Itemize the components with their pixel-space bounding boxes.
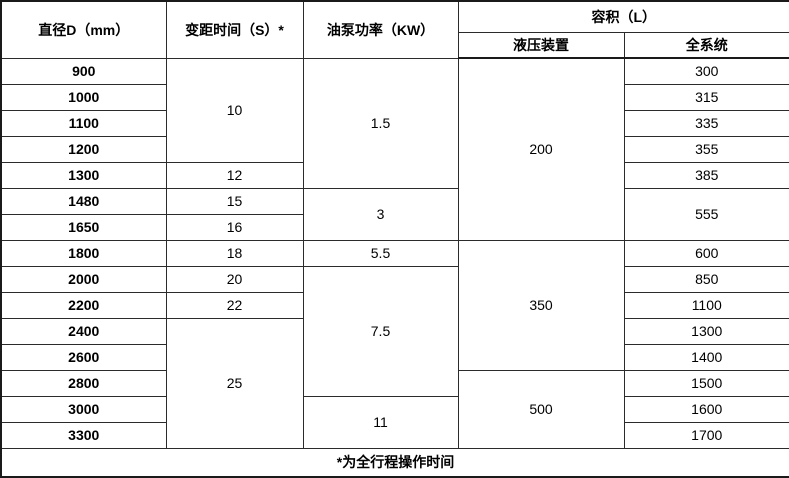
header-full-system: 全系统 (623, 31, 789, 59)
table-row: 3000 11 1600 (0, 395, 789, 449)
table-row: 1200 355 (0, 135, 789, 163)
cell-diameter: 3000 (0, 395, 167, 423)
cell-system-volume: 1300 (623, 317, 789, 345)
table-row: 2600 1400 (0, 343, 789, 371)
cell-system-volume: 555 (623, 187, 789, 241)
cell-pitch-time: 20 (165, 265, 304, 293)
cell-system-volume: 335 (623, 109, 789, 137)
cell-diameter: 2400 (0, 317, 167, 345)
table-row: 1480 15 3 555 (0, 187, 789, 241)
cell-diameter: 1100 (0, 109, 167, 137)
table-row: 2800 500 1500 (0, 369, 789, 449)
cell-diameter: 2800 (0, 369, 167, 397)
cell-pitch-time: 12 (165, 161, 304, 189)
cell-hydraulic-volume: 350 (457, 239, 625, 371)
cell-diameter: 2200 (0, 291, 167, 319)
table-row: 3300 1700 (0, 421, 789, 449)
cell-pump-power: 11 (302, 395, 459, 449)
cell-diameter: 1480 (0, 187, 167, 215)
footnote-text: *为全行程操作时间 (0, 447, 789, 478)
cell-system-volume: 850 (623, 265, 789, 293)
cell-diameter: 2600 (0, 343, 167, 371)
cell-diameter: 1200 (0, 135, 167, 163)
header-pump-power: 油泵功率（KW） (302, 0, 459, 59)
cell-pitch-time: 25 (165, 317, 304, 449)
table-row: 1650 16 (0, 213, 789, 241)
table-row: 2200 22 1100 (0, 291, 789, 319)
table-row: 1800 18 5.5 350 600 (0, 239, 789, 371)
cell-diameter: 900 (0, 57, 167, 85)
cell-pitch-time: 10 (165, 57, 304, 163)
cell-pitch-time: 16 (165, 213, 304, 241)
cell-system-volume: 300 (623, 57, 789, 85)
cell-diameter: 1650 (0, 213, 167, 241)
cell-pitch-time: 18 (165, 239, 304, 267)
cell-system-volume: 315 (623, 83, 789, 111)
table-row: 900 10 1.5 200 300 (0, 57, 789, 241)
cell-diameter: 1800 (0, 239, 167, 267)
cell-pitch-time: 22 (165, 291, 304, 319)
cell-system-volume: 600 (623, 239, 789, 267)
cell-pump-power: 1.5 (302, 57, 459, 189)
cell-pump-power: 3 (302, 187, 459, 241)
table-row: 1000 315 (0, 83, 789, 111)
cell-pump-power: 7.5 (302, 265, 459, 397)
cell-system-volume: 355 (623, 135, 789, 163)
table-row: 2000 20 7.5 850 (0, 265, 789, 397)
cell-diameter: 3300 (0, 421, 167, 449)
header-diameter: 直径D（mm） (0, 0, 167, 59)
cell-system-volume: 1700 (623, 421, 789, 449)
cell-system-volume: 1600 (623, 395, 789, 423)
cell-system-volume: 1100 (623, 291, 789, 319)
header-hydraulic-device: 液压装置 (457, 31, 625, 59)
header-pitch-time: 变距时间（S）* (165, 0, 304, 59)
cell-hydraulic-volume: 200 (457, 57, 625, 241)
cell-system-volume: 1500 (623, 369, 789, 397)
header-volume-group: 容积（L） (457, 0, 789, 33)
cell-diameter: 2000 (0, 265, 167, 293)
cell-diameter: 1000 (0, 83, 167, 111)
cell-diameter: 1300 (0, 161, 167, 189)
cell-system-volume: 385 (623, 161, 789, 189)
table-row: 1300 12 385 (0, 161, 789, 189)
cell-pitch-time: 15 (165, 187, 304, 215)
cell-system-volume: 1400 (623, 343, 789, 371)
cell-hydraulic-volume: 500 (457, 369, 625, 449)
footnote-row: *为全行程操作时间 (0, 447, 789, 478)
cell-pump-power: 5.5 (302, 239, 459, 267)
